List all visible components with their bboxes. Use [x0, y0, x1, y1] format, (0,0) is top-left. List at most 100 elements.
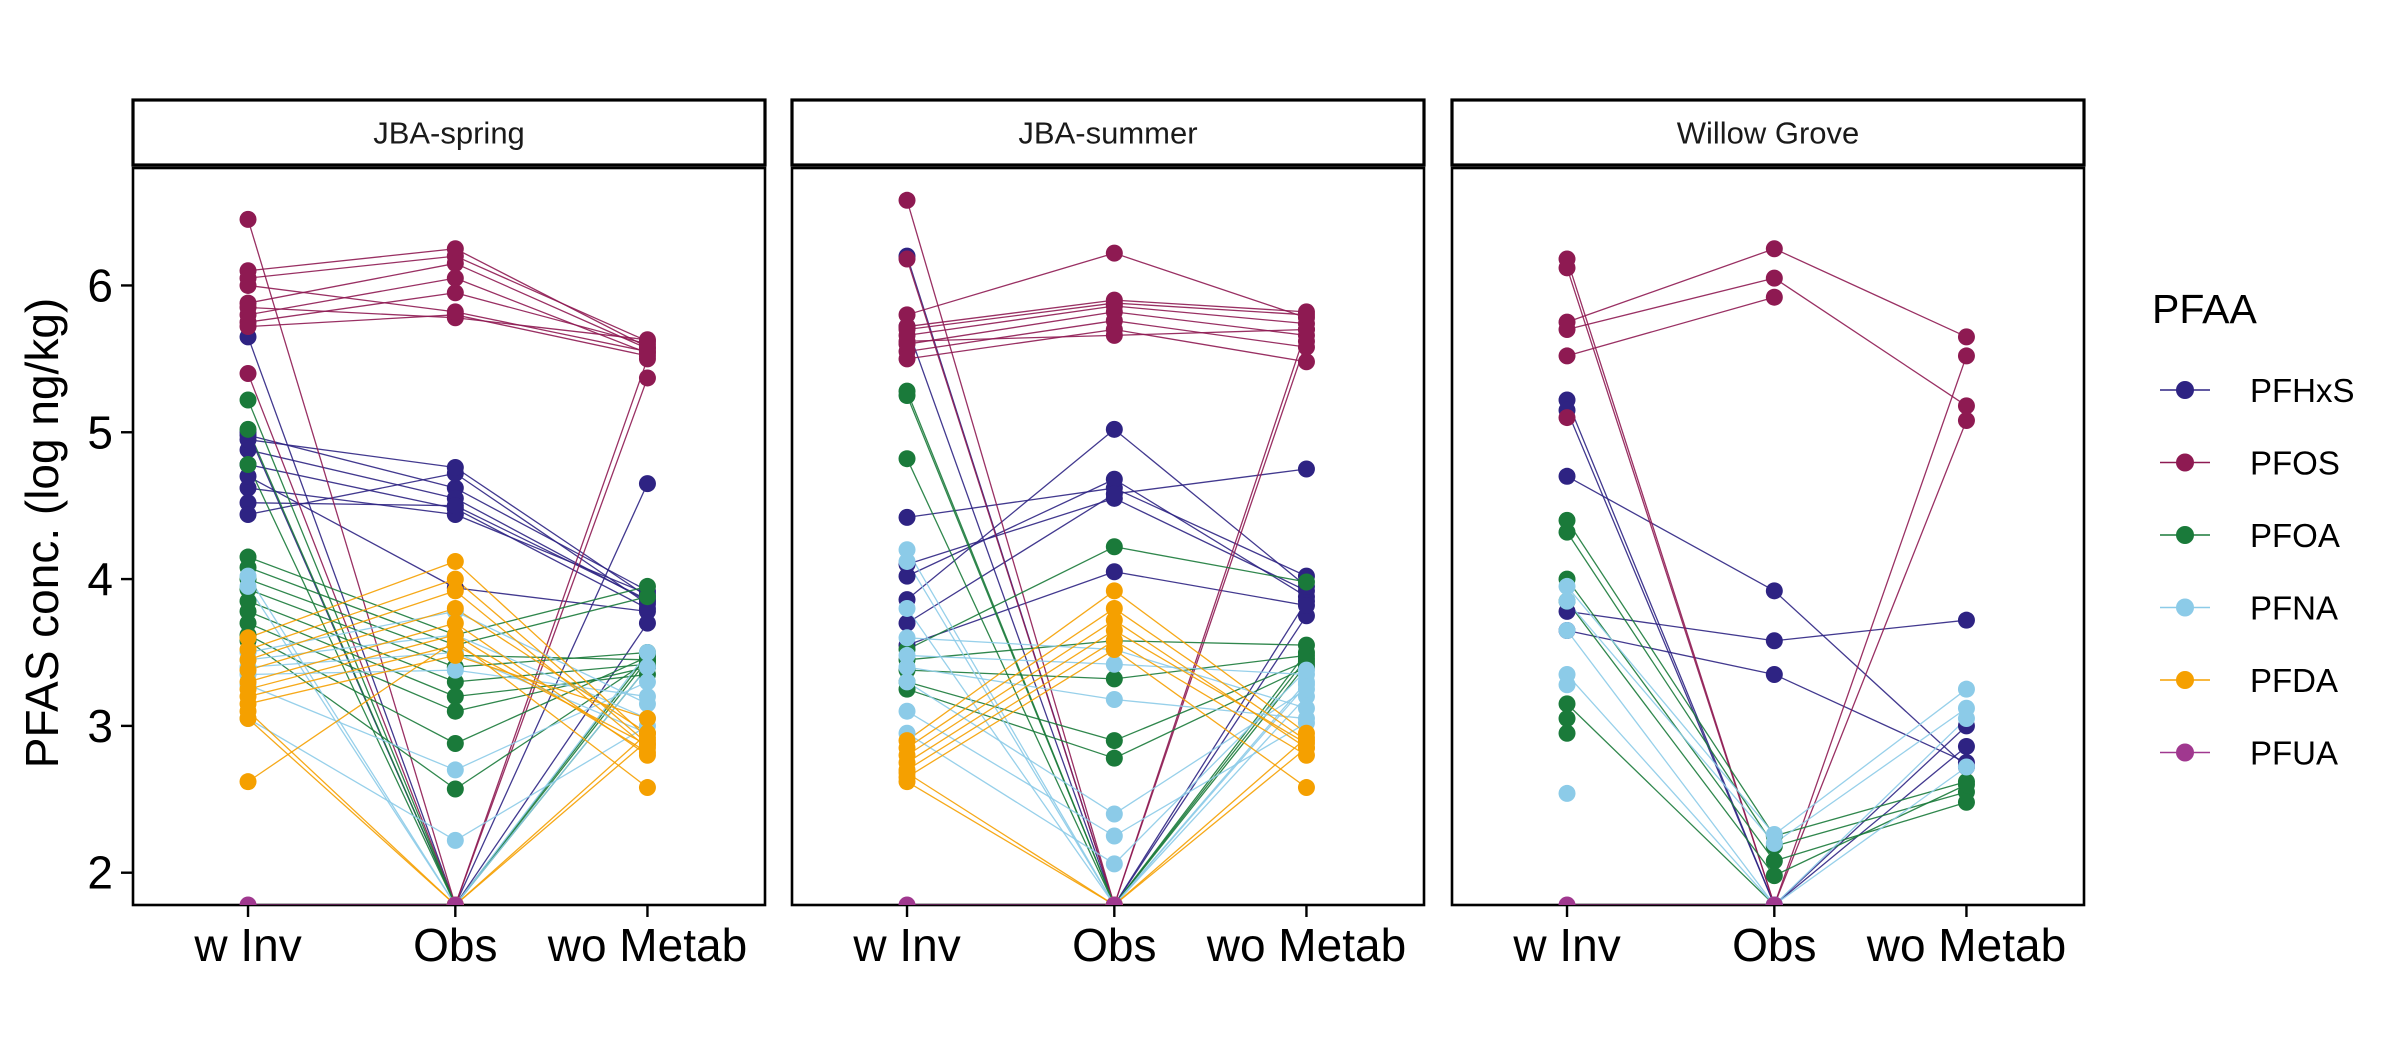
data-point-pfos — [1105, 244, 1123, 262]
data-point-pfhxs — [446, 458, 464, 476]
series-line-pfoa — [1114, 654, 1307, 680]
data-point-pfda — [446, 614, 464, 632]
data-point-pfhxs — [239, 494, 257, 512]
series-line-pfos — [1773, 277, 1967, 407]
series-line-pfda — [247, 578, 456, 651]
series-line-pfos — [455, 255, 648, 342]
series-line-pfda — [247, 622, 456, 683]
data-point-pfos — [638, 369, 656, 387]
x-tick-label: wo Metab — [1206, 919, 1406, 971]
series-line-pfos — [906, 328, 1115, 360]
data-point-pfos — [1105, 326, 1123, 344]
legend-key-point — [2176, 526, 2194, 544]
series-line-pfna — [906, 608, 1115, 905]
data-point-pfhxs — [1105, 470, 1123, 488]
series-line-pfoa — [455, 663, 648, 683]
legend-item-pfda: PFDA — [2160, 662, 2338, 699]
y-tick-label: 6 — [87, 259, 113, 311]
data-point-pfda — [1105, 641, 1123, 659]
data-point-pfda — [239, 629, 257, 647]
series-line-pfna — [1773, 718, 1967, 905]
series-points — [898, 191, 1315, 905]
data-point-pfoa — [1105, 670, 1123, 688]
data-point-pfhxs — [1105, 563, 1123, 581]
series-line-pfda — [906, 607, 1115, 749]
data-point-pfna — [446, 761, 464, 779]
series-lines — [1566, 248, 1968, 905]
data-point-pfda — [1105, 582, 1123, 600]
data-point-pfoa — [239, 456, 257, 474]
data-point-pfhxs — [1105, 485, 1123, 503]
y-tick-label: 5 — [87, 406, 113, 458]
data-point-pfhxs — [1957, 611, 1975, 629]
series-line-pfos — [1566, 296, 1775, 357]
data-point-pfoa — [446, 735, 464, 753]
series-line-pfhxs — [1566, 409, 1775, 905]
series-line-pfoa — [1566, 519, 1775, 837]
data-point-pfos — [898, 191, 916, 209]
data-point-pfna — [638, 673, 656, 691]
data-point-pfna — [898, 599, 916, 617]
data-point-pfna — [898, 702, 916, 720]
data-point-pfua — [446, 896, 464, 905]
data-point-pfos — [239, 276, 257, 294]
data-point-pfda — [446, 646, 464, 664]
data-point-pfna — [898, 658, 916, 676]
data-point-pfoa — [898, 450, 916, 468]
data-point-pfna — [1105, 827, 1123, 845]
legend-item-pfos: PFOS — [2160, 445, 2340, 482]
legend-label: PFUA — [2250, 735, 2338, 772]
series-line-pfos — [1114, 252, 1307, 319]
data-point-pfda — [446, 599, 464, 617]
series-line-pfna — [1114, 698, 1307, 720]
data-point-pfna — [239, 577, 257, 595]
data-point-pfos — [638, 350, 656, 368]
data-point-pfos — [1558, 409, 1576, 427]
y-axis: 2 3 4 5 6 — [87, 259, 133, 899]
data-point-pfoa — [446, 780, 464, 798]
series-line-pfos — [247, 219, 456, 905]
series-line-pfos — [247, 262, 456, 304]
data-point-pfda — [1297, 779, 1315, 797]
series-line-pfos — [455, 262, 648, 350]
series-line-pfda — [454, 634, 648, 753]
data-point-pfoa — [638, 588, 656, 606]
data-point-pfos — [1957, 347, 1975, 365]
data-point-pfna — [446, 831, 464, 849]
series-line-pfna — [455, 634, 648, 720]
series-line-pfhxs — [455, 505, 648, 601]
series-line-pfda — [247, 590, 456, 661]
panel-strip — [131, 98, 767, 167]
series-line-pfhxs — [1566, 610, 1775, 642]
series-line-pfhxs — [455, 513, 648, 595]
series-line-pfoa — [247, 640, 456, 790]
data-point-pfos — [898, 320, 916, 338]
y-tick-label: 3 — [87, 700, 113, 752]
data-point-pfda — [898, 764, 916, 782]
series-line-pfna — [906, 549, 1115, 905]
data-point-pfna — [1765, 834, 1783, 852]
series-line-pfna — [1113, 669, 1307, 865]
data-point-pfoa — [239, 420, 257, 438]
data-point-pfhxs — [446, 497, 464, 515]
data-point-pfda — [446, 570, 464, 588]
series-line-pfhxs — [247, 475, 456, 589]
series-line-pfhxs — [1773, 745, 1967, 905]
series-line-pfhxs — [248, 502, 456, 507]
series-line-pfhxs — [906, 478, 1115, 577]
y-tick-label: 2 — [87, 847, 113, 899]
data-point-pfua — [1105, 896, 1123, 905]
series-line-pfhxs — [1566, 475, 1775, 592]
series-line-pfoa — [247, 464, 456, 905]
panel-0: JBA-spring w Inv Obs wo Metab — [131, 98, 767, 971]
series-line-pfoa — [247, 566, 456, 646]
data-point-pfoa — [1105, 732, 1123, 750]
series-line-pfda — [1113, 640, 1307, 756]
data-point-pfos — [898, 250, 916, 268]
data-point-pfna — [1105, 805, 1123, 823]
x-tick-label: w Inv — [1512, 919, 1620, 971]
series-line-pfna — [1566, 585, 1775, 835]
data-point-pfhxs — [898, 508, 916, 526]
legend-key-point — [2176, 598, 2194, 617]
series-line-pfna — [1773, 766, 1967, 905]
